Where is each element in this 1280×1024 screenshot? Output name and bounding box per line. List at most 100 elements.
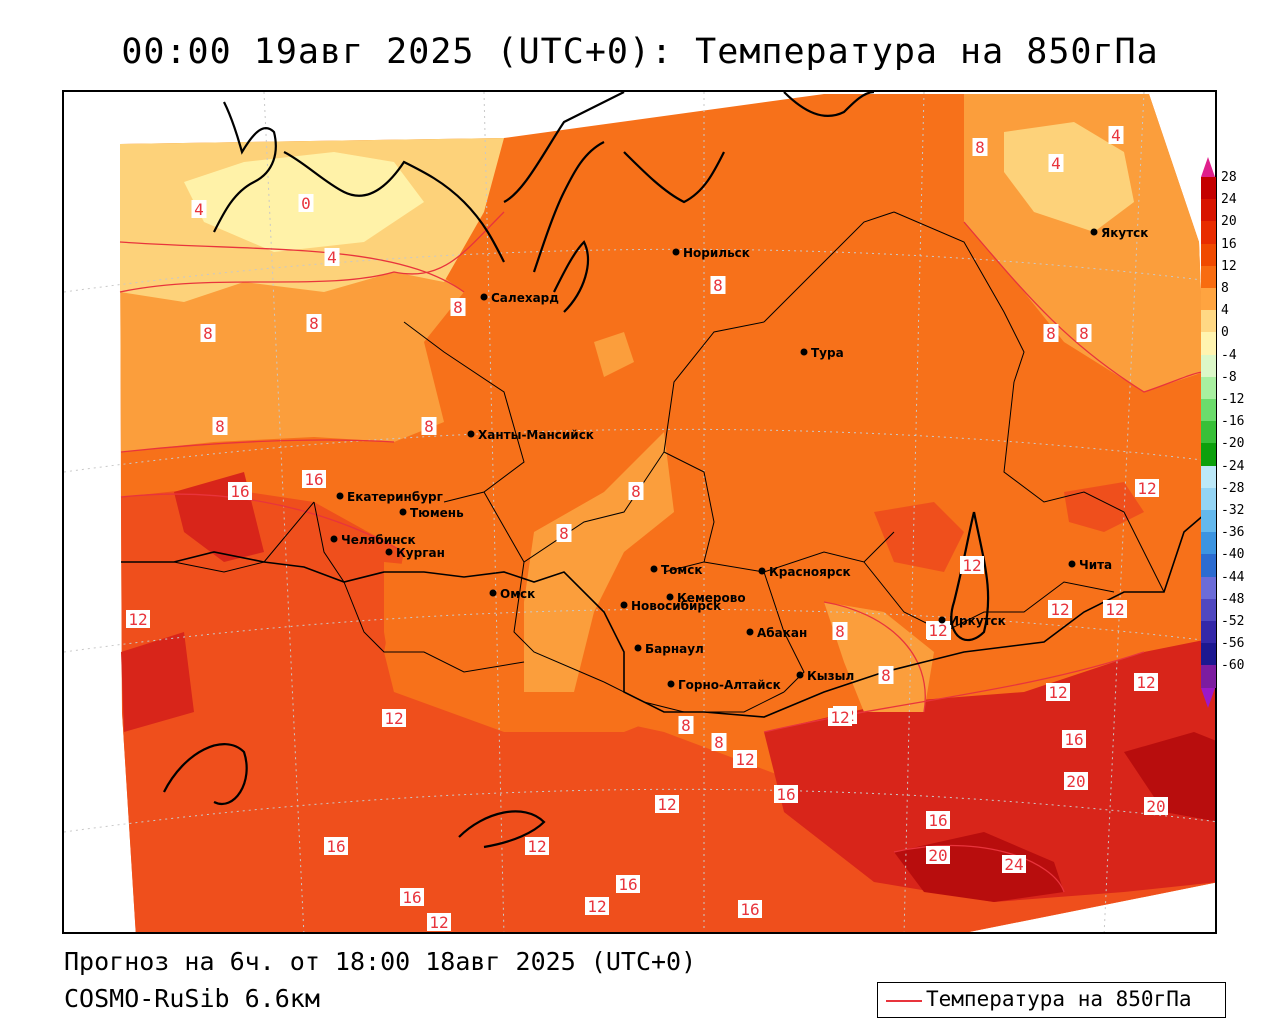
contour-label-bg — [306, 314, 322, 332]
contour-label: 16 — [400, 888, 424, 907]
contour-label: 16 — [1062, 730, 1086, 749]
contour-label-bg — [926, 811, 950, 829]
contour-label-bg — [1043, 324, 1059, 342]
colorbar-swatch — [1201, 310, 1216, 333]
contour-label: 12 — [733, 750, 757, 769]
contour-label-bg — [200, 324, 216, 342]
city-label: Екатеринбург — [347, 490, 443, 504]
contour-label-text: 0 — [301, 194, 311, 213]
city-dot — [666, 593, 674, 601]
colorbar-bottom-arrow — [1201, 687, 1215, 708]
contour-label-text: 8 — [631, 482, 641, 501]
colorbar-label: -24 — [1221, 458, 1245, 474]
contour-label-text: 8 — [309, 314, 319, 333]
contour-label-bg — [710, 276, 726, 294]
contour-label-bg — [421, 417, 437, 435]
contour-label-text: 8 — [1046, 324, 1056, 343]
city-label: Курган — [396, 546, 445, 560]
contour-label: 8 — [972, 138, 988, 157]
contour-label: 4 — [1108, 126, 1124, 145]
colorbar-label: -20 — [1221, 436, 1245, 452]
contour-label-bg — [1103, 600, 1127, 618]
color-scale: 28 24 20 16 12 8 4 0 -4 -8 -12 -16 -20 -24 -28 -32 -36 -4… — [1199, 157, 1269, 708]
colorbar-label: -16 — [1221, 414, 1245, 430]
city-dot — [796, 671, 804, 679]
contour-label-text: 16 — [740, 900, 759, 919]
contour-label-text: 12 — [962, 556, 981, 575]
colorbar-label: 24 — [1221, 192, 1237, 208]
colorbar-label: -60 — [1221, 658, 1245, 674]
contour-label-bg — [628, 482, 644, 500]
contour-label: 12 — [126, 610, 150, 629]
city-marker: Кызыл — [796, 669, 854, 683]
contour-label: 4 — [191, 200, 207, 219]
city-marker: Челябинск — [330, 533, 416, 547]
city-marker: Чита — [1068, 558, 1112, 572]
contour-label-text: 12 — [735, 750, 754, 769]
contour-label-bg — [585, 897, 609, 915]
city-label: Якутск — [1101, 226, 1148, 240]
contour-label-bg — [738, 900, 762, 918]
contour-label-text: 24 — [1004, 855, 1023, 874]
contour-label-text: 16 — [618, 875, 637, 894]
contour-label-text: 8 — [975, 138, 985, 157]
hottest-zone-b — [1124, 732, 1215, 822]
zone-16-baikal — [874, 502, 964, 572]
contour-label-text: 12 — [1137, 479, 1156, 498]
contour-label: 12 — [525, 837, 549, 856]
contour-label-text: 16 — [326, 837, 345, 856]
city-marker: Якутск — [1090, 226, 1148, 240]
zone-8-small — [594, 332, 634, 377]
contour-label: 16 — [738, 900, 762, 919]
contour-label-text: 12 — [1048, 683, 1067, 702]
contour-label: 20 — [1144, 797, 1168, 816]
city-label: Тура — [811, 346, 844, 360]
hot-zone-w — [121, 632, 194, 732]
contour-label: 12 — [1134, 673, 1158, 692]
city-marker: Екатеринбург — [336, 490, 443, 504]
colorbar-swatch — [1201, 354, 1216, 378]
contour-label-text: 16 — [304, 470, 323, 489]
country-border — [121, 504, 1215, 718]
contour-label-bg — [382, 709, 406, 727]
city-marker: Барнаул — [634, 642, 704, 656]
colorbar-swatch — [1201, 376, 1216, 400]
contour-label-bg — [556, 524, 572, 542]
city-dot — [467, 430, 475, 438]
contour-label-bg — [450, 298, 466, 316]
contour-label: 8 — [628, 482, 644, 501]
graticule — [64, 92, 1215, 932]
contour-label-text: 8 — [714, 733, 724, 752]
contour-label-bg — [298, 194, 314, 212]
city-dot — [336, 492, 344, 500]
contour-label-bg — [191, 200, 207, 218]
colorbar-swatch — [1201, 332, 1216, 356]
contour-label-bg — [1134, 673, 1158, 691]
colorbar-label: -56 — [1221, 636, 1245, 652]
contour-label-text: 8 — [713, 276, 723, 295]
cities: Норильск Салехард Тура Якутск Ханты-Мансийск… — [330, 226, 1148, 692]
contour-label-text: 4 — [1111, 126, 1121, 145]
city-marker: Абакан — [746, 626, 807, 640]
city-label: Барнаул — [645, 642, 704, 656]
contour-label-bg — [427, 913, 451, 931]
contour-label-text: 8 — [681, 716, 691, 735]
contour-label-bg — [228, 482, 252, 500]
colorbar-label: -28 — [1221, 480, 1245, 496]
city-marker: Курган — [385, 546, 445, 560]
colorbar-swatch — [1201, 243, 1216, 267]
contour-label: 8 — [710, 276, 726, 295]
city-marker: Томск — [650, 563, 703, 577]
contour-label-text: 16 — [402, 888, 421, 907]
contour-label: 12 — [585, 897, 609, 916]
contour-label-bg — [126, 610, 150, 628]
contour-label: 8 — [878, 666, 894, 685]
contour-label: 16 — [926, 811, 950, 830]
contour-label-text: 12 — [429, 913, 448, 932]
contour-label-bg — [1048, 154, 1064, 172]
city-label: Абакан — [757, 626, 807, 640]
contour-label-bg — [616, 875, 640, 893]
city-marker: Ханты-Мансийск — [467, 428, 594, 442]
colorbar-swatch — [1201, 421, 1216, 444]
contour-label-bg — [302, 470, 326, 488]
